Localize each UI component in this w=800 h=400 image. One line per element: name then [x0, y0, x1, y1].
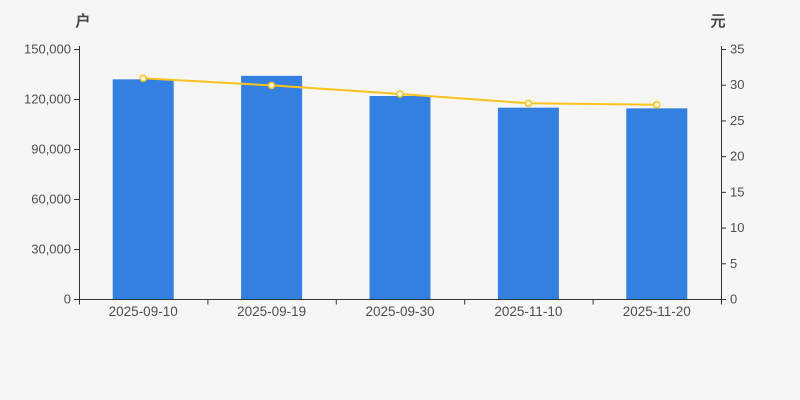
bar-2025-09-10[interactable] [112, 79, 174, 299]
line-point-2025-09-19[interactable] [267, 81, 276, 90]
left-axis-tick-label: 0 [64, 292, 71, 307]
line-point-2025-11-10[interactable] [524, 99, 533, 108]
left-axis-tick-label: 120,000 [24, 92, 71, 107]
right-axis-tick-label: 0 [730, 292, 737, 307]
x-axis-tick-label: 2025-09-30 [365, 304, 434, 319]
right-axis-tick-label: 25 [730, 113, 744, 128]
line-point-2025-11-20[interactable] [652, 100, 661, 109]
x-axis-tick-label: 2025-09-10 [109, 304, 178, 319]
line-point-2025-09-10[interactable] [139, 74, 147, 83]
left-axis-title: 户 [75, 13, 91, 30]
right-axis-tick-label: 10 [730, 220, 744, 235]
right-axis-title: 元 [710, 13, 726, 30]
right-axis-tick-label: 5 [730, 256, 737, 271]
bar-2025-11-10[interactable] [497, 107, 559, 300]
x-axis-tick-label: 2025-11-20 [623, 304, 691, 319]
left-axis-tick-label: 150,000 [24, 42, 71, 57]
right-axis-tick-label: 35 [730, 42, 744, 57]
bar-2025-11-20[interactable] [626, 108, 688, 299]
left-axis-tick-label: 60,000 [31, 192, 71, 207]
line-point-2025-09-30[interactable] [396, 90, 404, 98]
left-axis-tick-label: 30,000 [31, 242, 71, 257]
bar-2025-09-30[interactable] [369, 96, 431, 299]
x-axis-tick-label: 2025-09-19 [237, 304, 306, 319]
x-axis-tick-label: 2025-11-10 [494, 304, 562, 319]
bar-2025-09-19[interactable] [241, 75, 303, 299]
right-axis-tick-label: 20 [730, 149, 744, 164]
right-axis-tick-label: 15 [730, 184, 744, 199]
left-axis-tick-label: 90,000 [31, 142, 71, 157]
right-axis-tick-label: 30 [730, 77, 744, 92]
